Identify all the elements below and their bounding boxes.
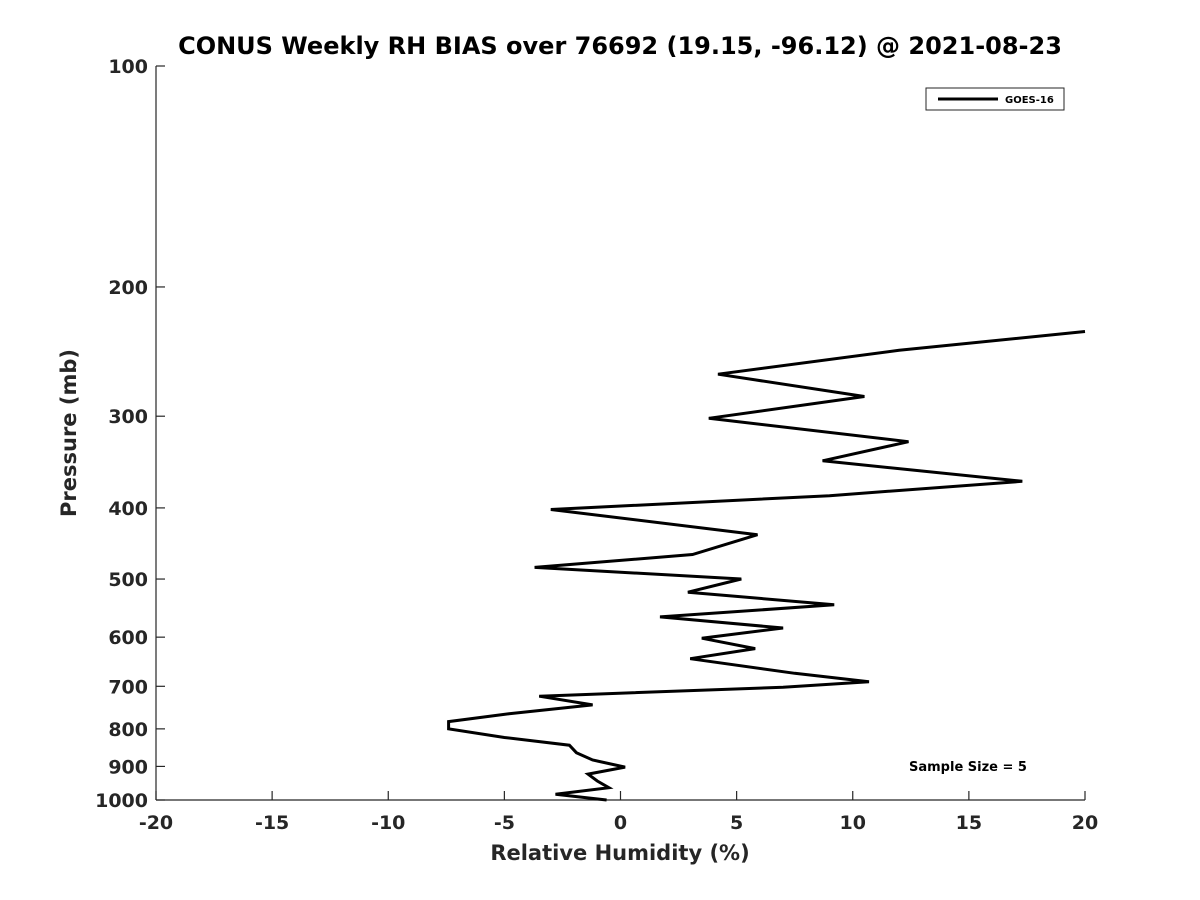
legend: GOES-16 (925, 87, 1065, 111)
x-axis-ticks: -20 -15 -10 -5 0 5 10 15 20 (139, 791, 1098, 834)
y-tick-label: 500 (108, 569, 148, 591)
y-tick-label: 400 (108, 498, 148, 520)
y-tick-label: 300 (108, 406, 148, 428)
legend-entry-goes-16: GOES-16 (1005, 95, 1054, 106)
x-tick-label: 5 (730, 812, 743, 834)
x-tick-label: -10 (371, 812, 405, 834)
y-axis-ticks: 100 200 300 400 500 600 700 800 900 1000 (95, 56, 165, 812)
y-tick-label: 800 (108, 719, 148, 741)
y-tick-label: 100 (108, 56, 148, 78)
chart-title: CONUS Weekly RH BIAS over 76692 (19.15, … (178, 32, 1062, 60)
y-tick-label: 1000 (95, 790, 148, 812)
x-tick-label: 10 (840, 812, 866, 834)
x-tick-label: 0 (614, 812, 627, 834)
y-tick-label: 200 (108, 277, 148, 299)
x-axis-label: Relative Humidity (%) (490, 841, 749, 865)
x-tick-label: -20 (139, 812, 173, 834)
x-tick-label: -5 (494, 812, 515, 834)
series-line-goes-16 (447, 330, 1086, 802)
y-tick-label: 700 (108, 676, 148, 698)
x-tick-label: 15 (956, 812, 982, 834)
y-axis-label: Pressure (mb) (57, 349, 81, 517)
y-tick-label: 600 (108, 627, 148, 649)
x-tick-label: -15 (255, 812, 289, 834)
x-tick-label: 20 (1072, 812, 1098, 834)
y-tick-label: 900 (108, 756, 148, 778)
sample-size-annotation: Sample Size = 5 (909, 760, 1027, 775)
